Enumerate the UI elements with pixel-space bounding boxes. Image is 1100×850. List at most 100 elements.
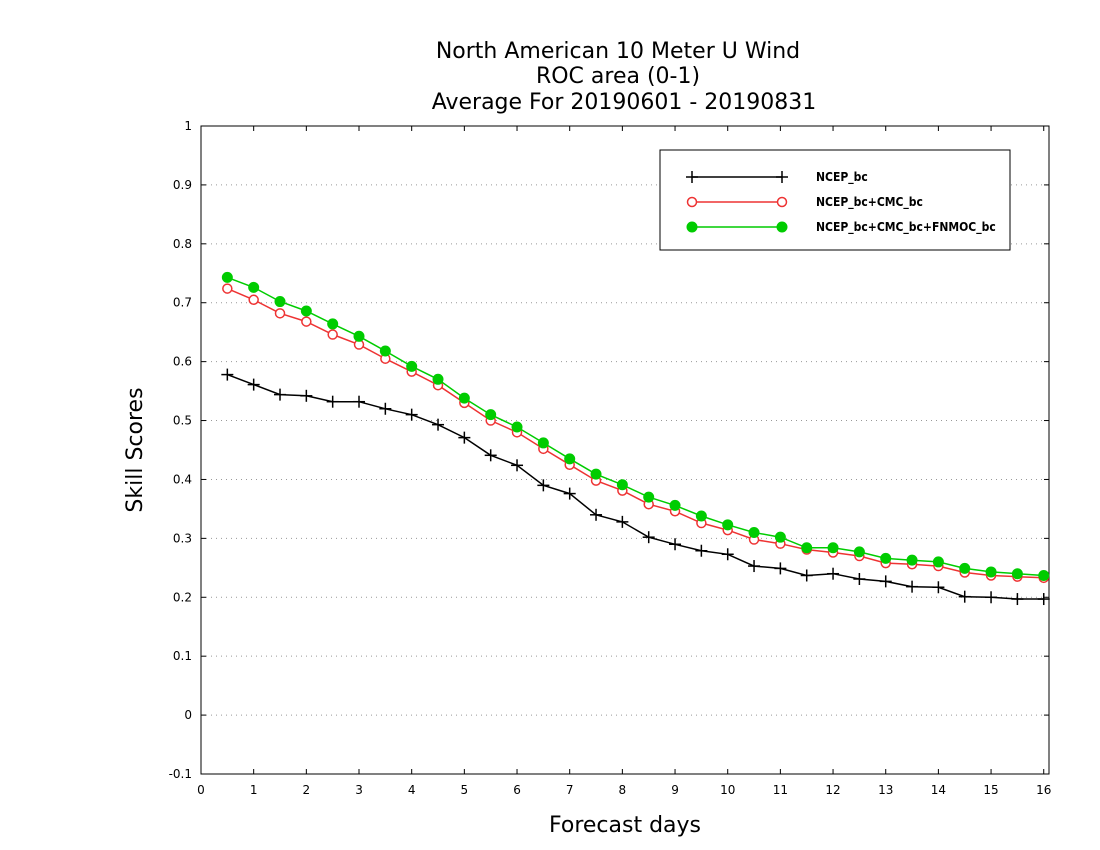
data-point [406, 360, 418, 372]
data-point [537, 479, 550, 492]
data-point [879, 575, 892, 588]
data-point [958, 590, 971, 603]
x-tick-label: 11 [773, 783, 788, 797]
chart-title-line-1: North American 10 Meter U Wind [436, 39, 800, 64]
data-point [669, 538, 682, 551]
data-point [827, 567, 840, 580]
data-point [301, 316, 312, 327]
data-point [274, 308, 286, 319]
legend: NCEP_bc NCEP_bc+CMC_bc NCEP_bc+CMC_bc+FNMO… [659, 149, 1011, 251]
data-point [353, 395, 366, 408]
data-point [774, 562, 787, 575]
data-point [247, 378, 260, 391]
data-point [432, 373, 444, 385]
data-point [853, 546, 865, 558]
data-point [985, 591, 998, 604]
x-tick-label: 3 [355, 783, 363, 797]
x-tick-label: 0 [197, 783, 205, 797]
data-point [222, 283, 233, 294]
data-point [590, 468, 602, 480]
legend-label: NCEP_bc [816, 170, 868, 185]
x-tick-label: 4 [408, 783, 416, 797]
chart-title-line-2: ROC area (0-1) [536, 64, 700, 89]
series-1 [221, 368, 1050, 606]
legend-marker-end [776, 196, 788, 208]
data-point [221, 368, 234, 381]
data-point [985, 566, 997, 578]
x-tick-label: 8 [619, 783, 627, 797]
y-tick-label: 0.2 [173, 590, 192, 604]
data-point [616, 515, 629, 528]
legend-marker-start [686, 221, 698, 233]
y-tick-label: 0.6 [173, 355, 192, 369]
series-line [227, 373, 1044, 600]
data-point [432, 418, 445, 431]
data-point [616, 479, 628, 491]
series-3 [221, 271, 1050, 581]
data-point [906, 580, 919, 593]
x-tick-label: 15 [983, 783, 998, 797]
x-tick-label: 5 [461, 783, 469, 797]
data-point [801, 542, 813, 554]
x-tick-label: 12 [825, 783, 840, 797]
y-axis-ticks: -0.1 0 0.1 0.2 0.3 0.4 0.5 0.6 0.7 0.8 0.9 1 [169, 119, 1049, 781]
legend-marker-end [776, 221, 788, 233]
data-point [748, 526, 760, 538]
data-point [379, 402, 392, 415]
data-point [695, 510, 707, 522]
data-point [300, 305, 312, 317]
data-point [669, 499, 681, 511]
x-tick-label: 1 [250, 783, 258, 797]
legend-items: NCEP_bc NCEP_bc+CMC_bc NCEP_bc+CMC_bc+FNMO… [686, 170, 996, 235]
data-point [248, 294, 259, 306]
data-point [853, 573, 866, 586]
data-point [695, 544, 708, 557]
legend-marker-start [686, 171, 698, 183]
data-point [932, 556, 944, 568]
data-point [379, 345, 391, 357]
legend-marker-start [686, 196, 698, 208]
data-point [485, 409, 497, 421]
data-point [959, 562, 971, 574]
data-point [327, 329, 338, 340]
series-layer [221, 271, 1050, 606]
data-point [563, 487, 576, 500]
data-point [722, 519, 734, 531]
data-point [721, 548, 734, 561]
y-tick-label: 1 [184, 119, 192, 133]
data-point [800, 569, 813, 582]
data-point [1038, 569, 1050, 581]
x-tick-label: 13 [878, 783, 893, 797]
y-tick-label: 0.8 [173, 237, 192, 251]
x-tick-label: 10 [720, 783, 735, 797]
data-point [880, 552, 892, 564]
data-point [353, 330, 365, 342]
data-point [248, 281, 260, 293]
data-point [300, 389, 313, 402]
data-point [1011, 568, 1023, 580]
data-point [774, 531, 786, 543]
data-point [590, 508, 603, 521]
legend-item-2: NCEP_bc+CMC_bc [686, 195, 923, 210]
data-point [906, 554, 918, 566]
y-tick-label: -0.1 [169, 767, 192, 781]
x-axis-title: Forecast days [549, 813, 701, 838]
data-point [484, 449, 497, 462]
data-point [405, 408, 418, 421]
data-point [221, 271, 233, 283]
data-point [511, 421, 523, 433]
y-tick-label: 0.9 [173, 178, 192, 192]
data-point [643, 491, 655, 503]
data-point [327, 318, 339, 330]
x-tick-label: 14 [931, 783, 946, 797]
y-tick-label: 0.4 [173, 472, 192, 486]
data-point [748, 560, 761, 573]
data-point [1037, 593, 1050, 606]
data-point [274, 388, 287, 401]
legend-label: NCEP_bc+CMC_bc [816, 195, 923, 210]
legend-item-3: NCEP_bc+CMC_bc+FNMOC_bc [686, 220, 996, 235]
data-point [458, 431, 471, 444]
data-point [642, 531, 655, 544]
y-tick-label: 0.3 [173, 531, 192, 545]
y-tick-label: 0.1 [173, 649, 192, 663]
